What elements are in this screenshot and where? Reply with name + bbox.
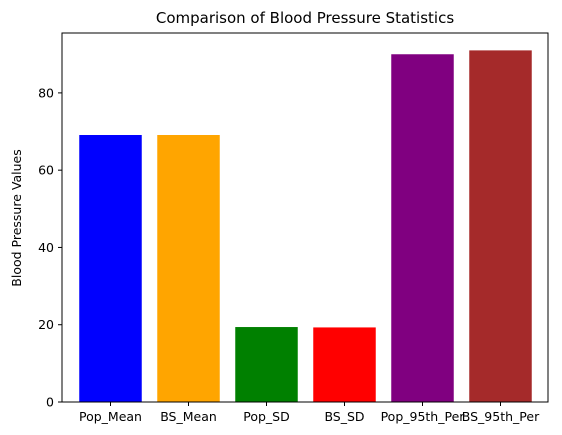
bar-pop-sd xyxy=(235,327,298,402)
bar-pop-95th-per xyxy=(391,54,454,402)
bars-group xyxy=(79,50,532,402)
y-tick-label: 60 xyxy=(38,163,54,178)
y-axis-label: Blood Pressure Values xyxy=(9,149,24,286)
y-tick-label: 0 xyxy=(46,395,54,410)
bar-pop-mean xyxy=(79,135,142,402)
plot-frame xyxy=(61,32,549,403)
x-tick-label: Pop_SD xyxy=(243,409,289,424)
x-tick-label: Pop_Mean xyxy=(79,409,142,424)
x-tick-label: BS_95th_Per xyxy=(462,409,540,424)
x-tick-label: BS_Mean xyxy=(160,409,217,424)
y-tick-label: 40 xyxy=(38,240,54,255)
bar-bs-mean xyxy=(157,135,220,402)
bar-bs-95th-per xyxy=(469,50,532,402)
y-axis-ticks: 0 20 40 60 80 xyxy=(38,85,62,410)
x-tick-label: Pop_95th_Per xyxy=(381,409,466,424)
x-axis-ticks: Pop_Mean BS_Mean Pop_SD BS_SD Pop_95th_PerBS… xyxy=(79,402,540,424)
x-tick-label: BS_SD xyxy=(324,409,364,424)
chart-title: Comparison of Blood Pressure Statistics xyxy=(156,9,454,27)
bar-bs-sd xyxy=(313,327,376,402)
y-tick-label: 20 xyxy=(38,317,54,332)
y-tick-label: 80 xyxy=(38,85,54,100)
